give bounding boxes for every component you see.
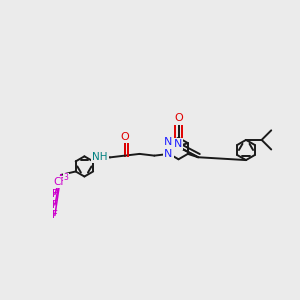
Text: NH: NH: [92, 152, 108, 162]
Text: F: F: [52, 200, 58, 210]
Text: O: O: [120, 132, 129, 142]
Text: CF: CF: [53, 177, 66, 188]
Text: N: N: [164, 136, 172, 147]
Text: N: N: [174, 139, 182, 149]
Text: F: F: [52, 189, 58, 200]
Text: F: F: [52, 210, 58, 220]
Text: O: O: [174, 113, 183, 124]
Text: N: N: [164, 149, 172, 159]
Text: 3: 3: [64, 173, 69, 182]
